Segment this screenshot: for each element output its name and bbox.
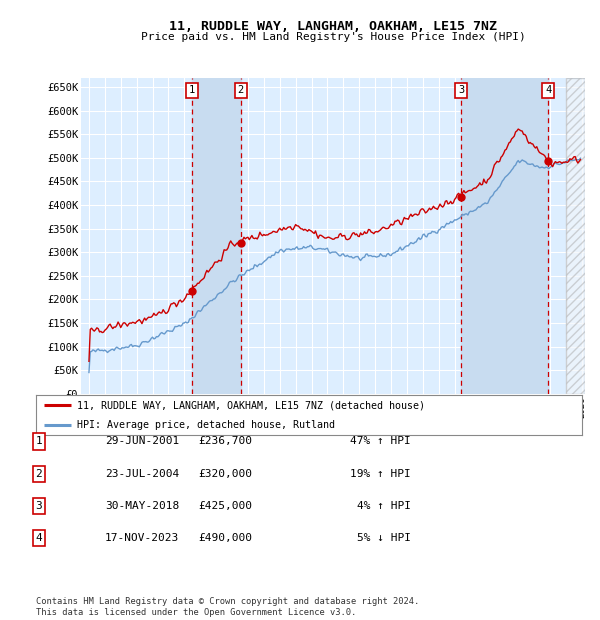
Text: 11, RUDDLE WAY, LANGHAM, OAKHAM, LE15 7NZ (detached house): 11, RUDDLE WAY, LANGHAM, OAKHAM, LE15 7N… (77, 401, 425, 410)
Text: 3: 3 (35, 501, 43, 511)
Text: 4% ↑ HPI: 4% ↑ HPI (357, 501, 411, 511)
Text: 29-JUN-2001: 29-JUN-2001 (105, 436, 179, 446)
Text: 1: 1 (35, 436, 43, 446)
Text: 47% ↑ HPI: 47% ↑ HPI (350, 436, 411, 446)
Text: 3: 3 (458, 86, 464, 95)
Text: 4: 4 (35, 533, 43, 543)
Text: 5% ↓ HPI: 5% ↓ HPI (357, 533, 411, 543)
Text: £490,000: £490,000 (198, 533, 252, 543)
Text: 23-JUL-2004: 23-JUL-2004 (105, 469, 179, 479)
Text: 11, RUDDLE WAY, LANGHAM, OAKHAM, LE15 7NZ: 11, RUDDLE WAY, LANGHAM, OAKHAM, LE15 7N… (169, 20, 497, 33)
Text: Contains HM Land Registry data © Crown copyright and database right 2024.
This d: Contains HM Land Registry data © Crown c… (36, 598, 419, 617)
Text: HPI: Average price, detached house, Rutland: HPI: Average price, detached house, Rutl… (77, 420, 335, 430)
Text: 2: 2 (238, 86, 244, 95)
Text: £320,000: £320,000 (198, 469, 252, 479)
Text: £236,700: £236,700 (198, 436, 252, 446)
Text: Price paid vs. HM Land Registry's House Price Index (HPI): Price paid vs. HM Land Registry's House … (140, 32, 526, 42)
Text: 30-MAY-2018: 30-MAY-2018 (105, 501, 179, 511)
Text: 17-NOV-2023: 17-NOV-2023 (105, 533, 179, 543)
Text: £425,000: £425,000 (198, 501, 252, 511)
Bar (192, 78, 241, 394)
Text: 4: 4 (545, 86, 551, 95)
Bar (461, 78, 548, 394)
Text: 19% ↑ HPI: 19% ↑ HPI (350, 469, 411, 479)
Text: 2: 2 (35, 469, 43, 479)
Text: 1: 1 (189, 86, 195, 95)
